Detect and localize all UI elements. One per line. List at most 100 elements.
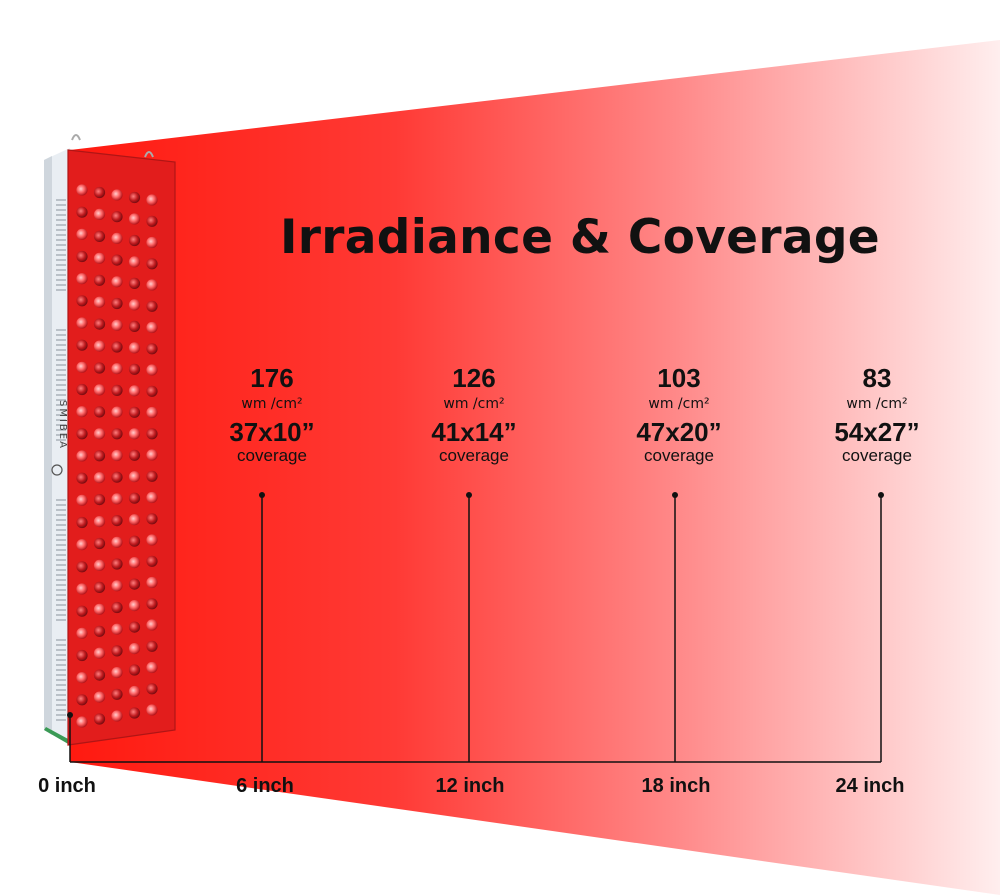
led-bulb [76,561,88,573]
led-bulb [128,277,141,289]
led-bulb [146,343,158,355]
led-bulb [111,341,123,353]
coverage-label: coverage [439,446,509,465]
coverage-label: coverage [237,446,307,465]
led-bulb [146,619,158,631]
led-bulb [93,450,106,462]
marker-24in [878,492,884,762]
led-bulb [146,258,158,270]
coverage-value: 41x14” [431,417,517,447]
brand-logo-icon [51,464,63,476]
led-bulb [128,471,141,483]
led-bulb [146,236,158,249]
led-bulb [128,643,141,655]
led-bulb [146,470,158,482]
led-bulb [111,449,123,462]
led-bulb [146,513,158,525]
led-bulb [146,598,158,610]
led-bulb [146,428,158,440]
stat-24in: 83 wm /cm² 54x27” coverage [777,364,977,466]
led-bulb [146,194,158,206]
led-bulb [111,623,123,635]
led-bulb [111,232,123,244]
led-bulb [76,494,88,506]
led-bulb [93,318,106,330]
led-bulb [111,667,123,679]
led-bulb [111,319,123,331]
led-bulb [93,428,106,440]
led-bulb [128,299,141,311]
led-panel [67,149,176,746]
irradiance-unit: wm /cm² [648,396,710,412]
led-bulb [128,535,141,547]
led-bulb [128,256,141,268]
led-bulb [128,363,141,375]
led-bulb [76,339,88,351]
led-bulb [128,449,141,461]
led-bulb [76,250,88,263]
led-bulb [111,493,123,505]
led-bulb [146,406,158,419]
led-bulb [128,428,141,440]
led-bulb [128,406,141,418]
led-bulb [76,649,88,662]
led-bulb [146,300,158,312]
led-bulb [111,580,123,592]
led-bulb [111,601,123,614]
led-bulb [128,664,141,676]
led-bulb [76,383,88,396]
irradiance-value: 126 [452,363,496,393]
vent-slots [56,199,66,721]
led-bulb [76,672,88,684]
led-bulb [76,406,88,418]
led-bulb [111,406,123,418]
led-bulb [93,208,106,220]
stat-18in: 103 wm /cm² 47x20” coverage [579,364,779,466]
device-housing: SMIBEA [44,148,70,745]
led-bulb [111,536,123,548]
irradiance-unit: wm /cm² [241,396,303,412]
led-bulb [111,189,123,201]
led-bulb [146,640,158,652]
led-bulb [111,384,123,396]
led-bulb [76,450,88,462]
led-bulb [128,342,141,354]
led-bulb [146,683,158,695]
led-bulb [111,558,123,570]
led-bulb [146,576,158,589]
led-bulb [93,647,106,659]
led-bulb [128,600,141,612]
led-bulb [111,515,123,527]
led-bulb [128,578,141,590]
irradiance-value: 176 [250,363,294,393]
led-bulb [76,184,88,196]
irradiance-unit: wm /cm² [443,396,505,412]
distance-label-0: 0 inch [38,775,96,797]
led-bulb [128,514,141,526]
led-bulb [93,625,106,637]
led-bulb [76,317,88,329]
led-bulb [76,472,88,484]
led-bulb [93,230,106,242]
led-bulb [76,516,88,529]
led-bulb [111,363,123,375]
led-bulb [146,215,158,227]
led-bulb [128,557,141,569]
led-bulb [93,406,106,418]
brand-text: SMIBEA [57,400,68,450]
distance-label-6: 6 inch [236,775,294,797]
marker-12in [466,492,472,762]
led-bulb [128,492,141,504]
led-bulb [93,691,106,703]
led-bulb [76,428,88,440]
hook-icon [71,134,81,141]
distance-label-18: 18 inch [641,775,711,797]
led-bulb [76,228,88,240]
led-bulb [146,704,158,716]
stat-12in: 126 wm /cm² 41x14” coverage [374,364,574,466]
led-bulb [93,537,106,550]
led-bulb [128,234,141,247]
led-bulb [111,428,123,440]
led-bulb [111,710,123,722]
